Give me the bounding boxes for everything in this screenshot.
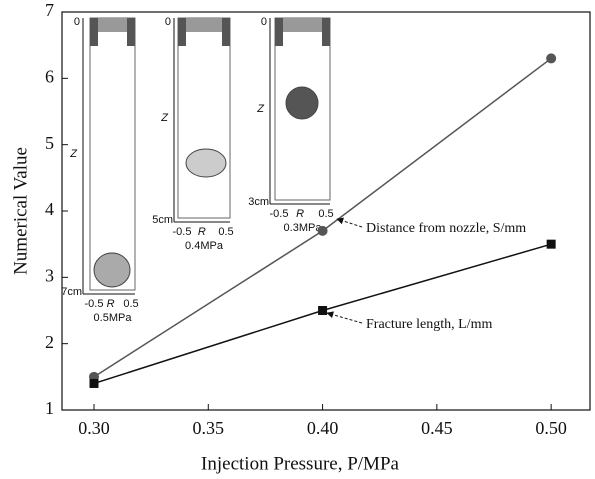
inset-depth-label: 7cm [61,286,82,298]
inset-z-label: Z [160,112,169,124]
y-axis-label: Numerical Value [10,147,31,275]
legend-label: Fracture length, L/mm [366,317,492,332]
x-tick-label: 0.30 [78,418,110,438]
x-tick-label: 0.35 [193,418,225,438]
inset-r-tick: -0.5 [173,226,192,238]
inset-pressure: 0.4MPa [185,240,224,252]
inset-z-label: Z [256,103,265,115]
inset-r-tick: -0.5 [270,208,289,220]
inset-nozzle [222,18,230,46]
inset-top-label: 0 [165,16,171,28]
inset-nozzle [98,18,127,32]
annotation-arrow [336,217,363,228]
inset-pressure: 0.3MPa [284,222,323,234]
inset-z-label: Z [69,148,78,160]
y-tick-label: 3 [45,265,54,285]
inset-nozzle [90,18,98,46]
inset-frame [177,17,231,219]
inset-nozzle [178,18,186,46]
point [546,239,556,249]
inset-r-tick: R [198,226,206,238]
inset-droplet [185,148,227,178]
inset-nozzle [127,18,135,46]
inset-frame [89,17,136,291]
annotation-arrow [326,311,363,324]
inset-nozzle [283,18,322,32]
inset-r-tick: 0.5 [123,298,138,310]
inset-r-tick: -0.5 [85,298,104,310]
inset-top-label: 0 [74,16,80,28]
point [89,378,99,388]
legend-label: Distance from nozzle, S/mm [366,221,526,236]
inset-nozzle [186,18,222,32]
point [318,306,328,315]
x-tick-label: 0.50 [535,418,567,438]
inset-r-tick: 0.5 [318,208,333,220]
x-axis-label: Injection Pressure, P/MPa [201,453,399,474]
inset-r-tick: R [296,208,304,220]
inset-top-label: 0 [261,16,267,28]
inset-r-tick: R [107,298,115,310]
x-tick-label: 0.40 [307,418,339,438]
point [546,53,557,64]
inset-depth-label: 3cm [248,196,269,208]
inset-pressure: 0.5MPa [94,312,133,324]
y-tick-label: 2 [45,332,54,352]
inset-droplet [93,252,131,288]
y-tick-label: 5 [45,133,54,153]
y-tick-label: 6 [45,66,54,86]
x-tick-label: 0.45 [421,418,453,438]
inset-nozzle [322,18,330,46]
y-tick-label: 4 [45,199,54,219]
inset-nozzle [275,18,283,46]
inset-droplet [285,86,319,120]
y-tick-label: 7 [45,0,54,20]
y-tick-label: 1 [45,398,54,418]
point [317,225,328,236]
inset-depth-label: 5cm [152,214,173,226]
inset-r-tick: 0.5 [218,226,233,238]
